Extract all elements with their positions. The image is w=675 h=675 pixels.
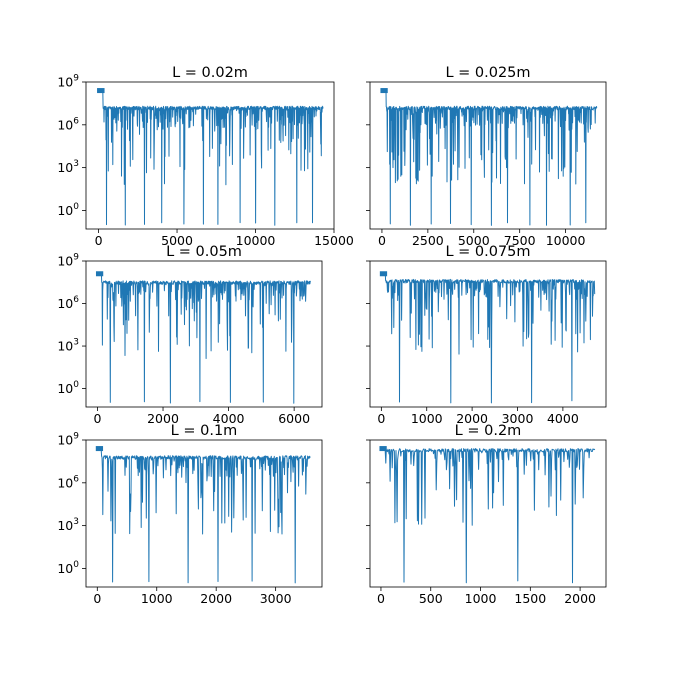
x-tick-label: 10000 (236, 233, 276, 248)
x-tick-label: 15000 (314, 233, 354, 248)
x-tick-label: 0 (93, 411, 101, 426)
subplot-4: L = 0.075m 0 1000 2000 3000 4000 (366, 244, 607, 426)
y-tick-label: 103 (57, 159, 79, 175)
series-line (97, 448, 311, 584)
series-line (381, 448, 596, 584)
x-tick-label: 1000 (411, 411, 443, 426)
x-tick-label: 1000 (465, 591, 497, 606)
series-line (381, 273, 596, 404)
y-tick-label: 103 (57, 517, 79, 533)
x-tick-label: 5000 (458, 233, 490, 248)
y-tick-label: 109 (57, 253, 79, 269)
axes-frame (85, 439, 323, 588)
series-start-band (95, 446, 104, 452)
x-tick-label: 3000 (502, 411, 534, 426)
x-tick-label: 4000 (213, 411, 245, 426)
y-tick-label: 100 (57, 560, 79, 576)
subplot-6: L = 0.2m 0 500 1000 1500 2000 (366, 423, 607, 606)
subplot-5: L = 0.1m 0 1000 2000 3000 100 103 106 109 (57, 423, 323, 606)
subplot-3: L = 0.05m 0 2000 4000 6000 100 103 106 109 (57, 244, 323, 426)
series-start-band (379, 446, 387, 452)
x-tick-label: 6000 (278, 411, 310, 426)
x-tick-label: 0 (377, 411, 385, 426)
y-tick-label: 109 (57, 74, 79, 90)
subplot-title: L = 0.025m (445, 65, 530, 81)
axes-frame (85, 81, 335, 230)
subplot-title: L = 0.075m (445, 244, 530, 260)
x-tick-label: 3000 (260, 591, 292, 606)
series-line (97, 273, 311, 404)
axes-frame (369, 439, 607, 588)
x-tick-label: 500 (419, 591, 443, 606)
x-tick-label: 7500 (504, 233, 536, 248)
y-tick-label: 100 (57, 202, 79, 218)
x-tick-label: 10000 (546, 233, 586, 248)
x-tick-label: 2000 (147, 411, 179, 426)
x-tick-label: 0 (377, 591, 385, 606)
y-tick-label: 109 (57, 432, 79, 448)
x-tick-label: 2000 (456, 411, 488, 426)
y-tick-label: 106 (57, 116, 79, 132)
subplot-title: L = 0.05m (166, 244, 242, 260)
subplot-2: L = 0.025m 0 2500 5000 7500 10000 (366, 65, 607, 248)
subplot-1: L = 0.02m 0 5000 10000 15000 100 103 106 109 (57, 65, 354, 248)
series-start-band (97, 88, 105, 94)
y-tick-label: 106 (57, 474, 79, 490)
x-tick-label: 2000 (200, 591, 232, 606)
x-tick-label: 2000 (564, 591, 596, 606)
axes-frame (369, 81, 607, 230)
x-tick-label: 0 (95, 233, 103, 248)
x-tick-label: 0 (378, 233, 386, 248)
x-tick-label: 0 (93, 591, 101, 606)
axes-frame (85, 260, 323, 408)
y-tick-label: 106 (57, 295, 79, 311)
series-start-band (379, 271, 388, 277)
y-tick-label: 103 (57, 338, 79, 354)
series-start-band (95, 271, 104, 277)
series-line (98, 90, 324, 226)
x-tick-label: 1000 (141, 591, 173, 606)
subplot-title: L = 0.1m (171, 423, 238, 439)
x-tick-label: 5000 (161, 233, 193, 248)
x-tick-label: 1500 (514, 591, 546, 606)
x-tick-label: 4000 (547, 411, 579, 426)
x-tick-label: 2500 (412, 233, 444, 248)
y-tick-label: 100 (57, 380, 79, 396)
axes-frame (369, 260, 607, 408)
subplot-title: L = 0.02m (172, 65, 248, 81)
series-line (381, 90, 598, 226)
series-start-band (380, 88, 388, 94)
subplot-title: L = 0.2m (455, 423, 522, 439)
